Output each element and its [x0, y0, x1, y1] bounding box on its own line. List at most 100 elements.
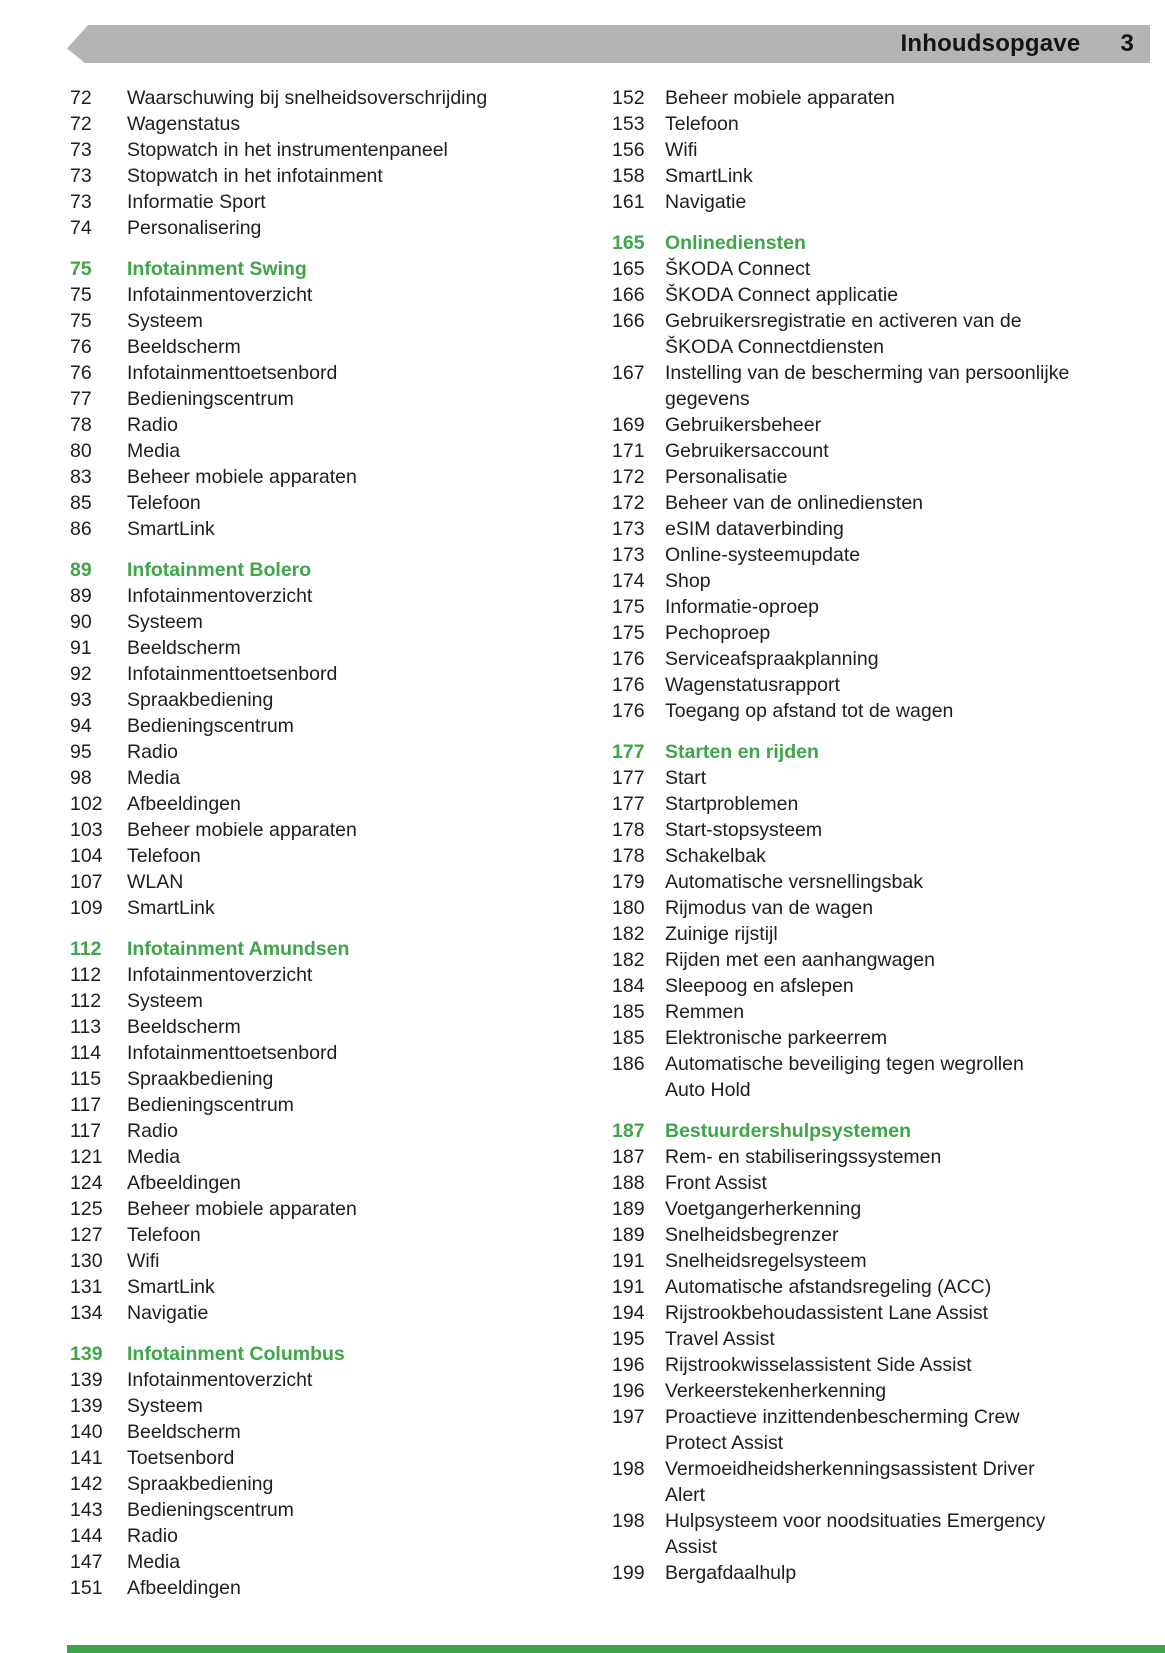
toc-entry-label: Wifi	[127, 1250, 160, 1272]
toc-entry: 104 Telefoon	[70, 843, 557, 869]
toc-entry-page-number: 165	[612, 232, 645, 254]
toc-entry-label: Beeldscherm	[127, 1016, 241, 1038]
toc-entry-label: Wifi	[665, 139, 698, 161]
toc-entry-page-number: 153	[612, 113, 645, 135]
toc-entry-label: Elektronische parkeerrem	[665, 1027, 888, 1049]
toc-entry-label: Infotainment Swing	[127, 258, 307, 280]
toc-entry-page-number: 75	[70, 258, 92, 280]
toc-entry-page-number: 165	[612, 258, 645, 280]
toc-entry-page-number: 151	[70, 1577, 103, 1599]
toc-entry: 103 Beheer mobiele apparaten	[70, 817, 557, 843]
toc-entry: 117 Radio	[70, 1118, 557, 1144]
toc-entry: 167 Instelling van de bescherming van per…	[612, 360, 1114, 412]
toc-column-right: 152 Beheer mobiele apparaten 153 Telefoon 15…	[612, 85, 1114, 1586]
toc-entry-page-number: 75	[70, 310, 92, 332]
toc-entry-label: Automatische versnellingsbak	[665, 871, 923, 893]
toc-entry-page-number: 173	[612, 544, 645, 566]
toc-entry-page-number: 182	[612, 949, 645, 971]
toc-entry-page-number: 172	[612, 492, 645, 514]
toc-entry-label: Rijden met een aanhangwagen	[665, 949, 935, 971]
toc-section-header: 187 Bestuurdershulpsystemen	[612, 1118, 1114, 1144]
toc-entry-label: Radio	[127, 1120, 178, 1142]
toc-entry-page-number: 80	[70, 440, 92, 462]
toc-entry: 98 Media	[70, 765, 557, 791]
toc-entry-page-number: 174	[612, 570, 645, 592]
toc-entry-label: Spraakbediening	[127, 1068, 274, 1090]
toc-entry: 75 Systeem	[70, 308, 557, 334]
toc-entry-page-number: 195	[612, 1328, 645, 1350]
toc-entry-page-number: 156	[612, 139, 645, 161]
toc-entry-page-number: 177	[612, 793, 645, 815]
toc-entry-page-number: 169	[612, 414, 645, 436]
toc-entry: 172 Personalisatie	[612, 464, 1114, 490]
toc-entry-label: Pechoproep	[665, 622, 771, 644]
toc-entry-label: Media	[127, 767, 181, 789]
toc-entry: 144 Radio	[70, 1523, 557, 1549]
toc-entry-label: Snelheidsbegrenzer	[665, 1224, 839, 1246]
toc-entry: 184 Sleepoog en afslepen	[612, 973, 1114, 999]
toc-entry: 198 Hulpsysteem voor noodsituaties Emerge…	[612, 1508, 1114, 1560]
toc-entry: 73 Informatie Sport	[70, 189, 557, 215]
toc-entry-page-number: 102	[70, 793, 103, 815]
toc-column-left: 72 Waarschuwing bij snelheidsoverschrijdi…	[70, 85, 557, 1601]
toc-entry-page-number: 76	[70, 336, 92, 358]
toc-entry-page-number: 196	[612, 1354, 645, 1376]
toc-entry-page-number: 198	[612, 1458, 645, 1480]
toc-entry-page-number: 198	[612, 1510, 645, 1532]
toc-entry: 151 Afbeeldingen	[70, 1575, 557, 1601]
toc-entry-page-number: 158	[612, 165, 645, 187]
toc-entry-page-number: 179	[612, 871, 645, 893]
toc-entry: 112 Systeem	[70, 988, 557, 1014]
toc-entry-page-number: 176	[612, 700, 645, 722]
toc-entry-label: Infotainmentoverzicht	[127, 284, 313, 306]
toc-entry-page-number: 187	[612, 1146, 645, 1168]
toc-entry-page-number: 98	[70, 767, 92, 789]
toc-entry: 74 Personalisering	[70, 215, 557, 241]
toc-entry-page-number: 92	[70, 663, 92, 685]
toc-entry-label: Telefoon	[665, 113, 739, 135]
toc-entry-label: SmartLink	[127, 518, 215, 540]
toc-entry-page-number: 72	[70, 87, 92, 109]
toc-entry-page-number: 189	[612, 1224, 645, 1246]
toc-entry-label: eSIM dataverbinding	[665, 518, 844, 540]
toc-entry-page-number: 125	[70, 1198, 103, 1220]
toc-entry: 165 ŠKODA Connect	[612, 256, 1114, 282]
toc-entry: 95 Radio	[70, 739, 557, 765]
toc-entry: 89 Infotainmentoverzicht	[70, 583, 557, 609]
toc-section-header: 165 Onlinediensten	[612, 230, 1114, 256]
toc-entry-page-number: 85	[70, 492, 92, 514]
toc-entry-page-number: 114	[70, 1042, 102, 1064]
toc-entry-page-number: 112	[70, 938, 102, 960]
toc-entry: 147 Media	[70, 1549, 557, 1575]
toc-entry-label: SmartLink	[665, 165, 753, 187]
toc-entry-label: Bestuurdershulpsystemen	[665, 1120, 911, 1142]
toc-entry-page-number: 188	[612, 1172, 645, 1194]
toc-entry: 73 Stopwatch in het instrumentenpaneel	[70, 137, 557, 163]
toc-entry: 177 Startproblemen	[612, 791, 1114, 817]
toc-entry: 131 SmartLink	[70, 1274, 557, 1300]
toc-entry-page-number: 112	[70, 964, 102, 986]
toc-entry-label: Systeem	[127, 611, 203, 633]
toc-entry-page-number: 175	[612, 596, 645, 618]
toc-entry-label: Instelling van de bescherming van persoo…	[665, 362, 1070, 410]
toc-entry-label: SmartLink	[127, 1276, 215, 1298]
toc-entry-label: Sleepoog en afslepen	[665, 975, 854, 997]
toc-entry-label: Travel Assist	[665, 1328, 775, 1350]
toc-entry: 180 Rijmodus van de wagen	[612, 895, 1114, 921]
toc-entry-page-number: 187	[612, 1120, 645, 1142]
toc-section-header: 139 Infotainment Columbus	[70, 1341, 557, 1367]
toc-entry: 185 Elektronische parkeerrem	[612, 1025, 1114, 1051]
toc-entry: 139 Systeem	[70, 1393, 557, 1419]
footer-accent-bar	[67, 1645, 1165, 1653]
toc-entry: 141 Toetsenbord	[70, 1445, 557, 1471]
toc-entry-page-number: 143	[70, 1499, 103, 1521]
toc-entry-page-number: 182	[612, 923, 645, 945]
toc-entry-page-number: 185	[612, 1001, 645, 1023]
toc-entry-page-number: 152	[612, 87, 645, 109]
toc-entry-page-number: 141	[70, 1447, 103, 1469]
toc-entry: 185 Remmen	[612, 999, 1114, 1025]
toc-entry-label: Systeem	[127, 990, 203, 1012]
toc-entry: 86 SmartLink	[70, 516, 557, 542]
toc-entry: 187 Rem- en stabiliseringssystemen	[612, 1144, 1114, 1170]
